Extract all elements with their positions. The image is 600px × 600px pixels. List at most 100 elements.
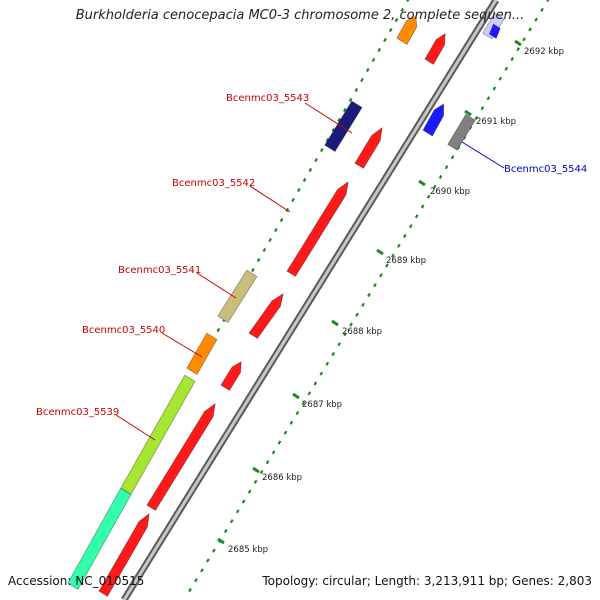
- tick-dot: [271, 450, 276, 455]
- tick-dot: [394, 17, 399, 23]
- tick-dot: [486, 96, 491, 101]
- major-tick: [464, 109, 472, 117]
- tick-dot: [302, 177, 307, 183]
- tick-label: 2686 kbp: [262, 473, 302, 483]
- tick-dot: [383, 37, 387, 43]
- major-tick: [217, 537, 225, 545]
- tick-dot: [337, 117, 341, 123]
- gene-forward-red: [354, 126, 383, 169]
- tick-dot: [283, 430, 288, 435]
- tick-label: 2689 kbp: [386, 256, 426, 266]
- tick-dot: [426, 194, 431, 199]
- tick-dot: [277, 440, 282, 445]
- tick-dot: [361, 302, 365, 307]
- tick-dot: [349, 322, 353, 327]
- tick-dot: [414, 214, 419, 219]
- tick-dot: [194, 578, 198, 583]
- tick-dot: [265, 460, 270, 465]
- tick-dot: [438, 174, 443, 180]
- tick-dot: [528, 27, 532, 32]
- tick-dot: [262, 247, 267, 253]
- tick-dot: [432, 184, 437, 189]
- tick-dot: [385, 263, 389, 268]
- gene-reverse-blue: [422, 103, 445, 137]
- backbone-highlight: [122, 0, 498, 600]
- tick-dot: [251, 267, 255, 273]
- major-tick: [331, 319, 339, 327]
- tick-dot: [343, 332, 347, 337]
- tick-dot: [325, 361, 330, 366]
- tick-dot: [534, 17, 538, 22]
- gene-label: Bcenmc03_5541: [118, 265, 201, 276]
- tick-dot: [474, 115, 479, 121]
- major-tick: [376, 248, 384, 256]
- tick-dot: [348, 97, 353, 103]
- tick-dot: [256, 257, 261, 263]
- label-leader-line: [249, 185, 291, 213]
- tick-dot: [377, 47, 382, 53]
- gene-outer-khaki: [217, 269, 258, 324]
- tick-dot: [342, 107, 347, 113]
- tick-dot: [337, 342, 342, 347]
- tick-dot: [223, 528, 228, 534]
- label-leader-line: [304, 102, 353, 134]
- gene-label: Bcenmc03_5539: [36, 407, 119, 418]
- tick-dot: [212, 548, 216, 553]
- tick-dot: [516, 47, 521, 52]
- tick-dot: [379, 273, 383, 278]
- tick-dot: [295, 410, 300, 416]
- gene-outer-orange: [396, 15, 418, 46]
- label-leader-line: [461, 141, 505, 169]
- gene-label: Bcenmc03_5540: [82, 325, 165, 336]
- tick-dot: [325, 137, 330, 143]
- tick-dot: [247, 489, 252, 494]
- tick-dot: [408, 224, 413, 229]
- gene-outer-orange: [186, 332, 218, 376]
- map-title: Burkholderia cenocepacia MC0-3 chromosom…: [75, 8, 525, 23]
- tick-dot: [400, 7, 405, 13]
- gene-outer-aqua: [67, 487, 132, 591]
- tick-dot: [540, 7, 544, 12]
- accession-text: Accession: NC_010515: [8, 574, 145, 588]
- gene-forward-red: [220, 361, 242, 391]
- tick-dot: [206, 558, 210, 563]
- tick-dot: [402, 233, 407, 239]
- tick-dot: [510, 56, 515, 62]
- tick-dot: [355, 312, 359, 317]
- gene-forward-red: [248, 292, 284, 339]
- gene-forward-red: [146, 402, 216, 511]
- tick-dot: [319, 371, 324, 376]
- tick-dot: [365, 67, 370, 73]
- tick-label: 2690 kbp: [430, 187, 470, 197]
- label-leader-line: [196, 272, 237, 299]
- tick-dot: [274, 227, 278, 233]
- tick-dot: [391, 253, 395, 258]
- tick-dot: [200, 568, 204, 573]
- tick-dot: [314, 157, 318, 163]
- gene-forward-red: [98, 512, 150, 597]
- tick-dot: [546, 0, 550, 3]
- tick-dot: [354, 87, 359, 93]
- gene-forward-red: [286, 180, 349, 277]
- gene-forward-red: [424, 33, 446, 65]
- tick-dot: [504, 66, 509, 71]
- tick-label: 2691 kbp: [476, 117, 516, 127]
- major-tick: [514, 39, 522, 47]
- gene-label: Bcenmc03_5544: [504, 164, 587, 175]
- tick-dot: [492, 86, 497, 91]
- tick-dot: [367, 292, 371, 298]
- tick-dot: [319, 147, 324, 153]
- label-layer: 2685 kbp 2686 kbp 2687 kbp 2688 kbp 2689 kbp…: [36, 47, 587, 555]
- tick-dot: [388, 27, 393, 33]
- label-leader-line: [115, 414, 156, 441]
- major-tick: [252, 466, 260, 474]
- tick-dot: [480, 106, 485, 111]
- tick-dot: [268, 237, 272, 243]
- tick-dot: [371, 57, 376, 63]
- tick-dot: [241, 499, 246, 504]
- tick-dot: [296, 187, 301, 193]
- tick-dot: [406, 0, 410, 3]
- gene-reverse-blue: [488, 23, 501, 39]
- tick-dot: [307, 391, 312, 396]
- major-tick: [292, 392, 300, 400]
